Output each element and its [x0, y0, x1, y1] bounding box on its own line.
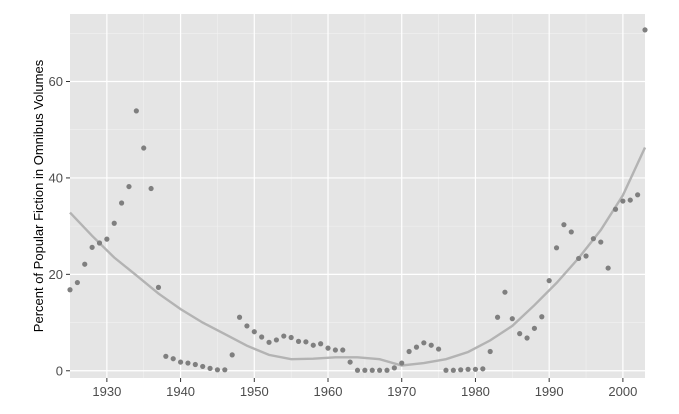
data-point [119, 200, 125, 206]
data-point [627, 197, 633, 203]
data-point [310, 342, 316, 348]
data-point [332, 347, 338, 353]
data-point [443, 367, 449, 373]
data-point [413, 344, 420, 350]
x-tick-label: 1930 [92, 384, 121, 399]
plot-panel [70, 14, 645, 378]
data-point [126, 183, 132, 190]
data-point [229, 352, 235, 358]
y-tick-label: 0 [56, 363, 63, 378]
data-point [207, 365, 213, 371]
data-point [177, 359, 184, 365]
data-point [553, 245, 560, 251]
data-point [222, 367, 228, 373]
y-tick-label: 20 [49, 267, 63, 282]
data-point [288, 334, 294, 341]
data-point [435, 346, 442, 352]
data-point [251, 329, 257, 335]
x-tick-label: 1990 [535, 384, 564, 399]
data-point [192, 361, 198, 368]
data-point [244, 323, 250, 329]
data-point [362, 367, 368, 373]
data-point [200, 363, 206, 370]
data-point [561, 222, 567, 228]
data-point [428, 342, 434, 348]
data-point [273, 337, 280, 343]
data-point [465, 366, 471, 372]
x-tick-label: 1980 [461, 384, 490, 399]
smoothed-trend-line [69, 146, 647, 367]
data-point [266, 339, 272, 345]
data-point [406, 348, 412, 355]
data-point [598, 239, 604, 245]
data-point [369, 367, 375, 373]
data-point [303, 339, 309, 345]
data-point [163, 353, 169, 359]
major-gridlines [70, 14, 645, 378]
data-point [576, 255, 582, 262]
x-tick-label: 1940 [166, 384, 195, 399]
data-point [377, 367, 383, 373]
data-point [509, 316, 515, 322]
data-point [568, 229, 574, 235]
data-point [214, 367, 221, 373]
data-point [517, 331, 523, 337]
data-point [391, 365, 397, 371]
data-point [104, 236, 110, 242]
data-point [531, 325, 538, 331]
data-point [96, 240, 103, 246]
data-point [170, 356, 176, 362]
data-point [494, 314, 501, 320]
x-tick-label: 1960 [314, 384, 343, 399]
data-point [583, 253, 589, 259]
data-point [155, 284, 162, 290]
data-point [546, 278, 552, 284]
data-point [450, 367, 456, 373]
data-point [590, 236, 596, 242]
data-point [354, 367, 361, 373]
data-point [347, 359, 353, 365]
data-point [141, 145, 147, 151]
y-tick-label: 60 [49, 74, 63, 89]
data-point [399, 360, 405, 366]
y-axis-title: Percent of Popular Fiction in Omnibus Vo… [31, 59, 46, 332]
x-tick-label: 1950 [240, 384, 269, 399]
data-point [89, 244, 95, 250]
x-tick-label: 1970 [387, 384, 416, 399]
data-points [67, 27, 648, 373]
data-point [635, 192, 641, 198]
data-point [487, 348, 493, 355]
data-point [74, 279, 80, 286]
data-point [421, 340, 427, 346]
data-point [325, 345, 331, 351]
data-point [133, 108, 139, 114]
data-point [111, 220, 117, 226]
data-point [340, 347, 346, 353]
data-point [524, 335, 530, 341]
data-point [458, 367, 464, 373]
x-tick-label: 2000 [608, 384, 637, 399]
data-point [480, 366, 486, 372]
data-point [539, 314, 545, 320]
data-point [281, 333, 287, 339]
data-point [318, 341, 324, 347]
data-point [384, 367, 390, 373]
data-point [236, 314, 243, 320]
data-point [612, 206, 619, 212]
data-point [67, 287, 73, 293]
y-tick-label: 40 [49, 170, 63, 185]
y-axis-ticks: 0 20 40 60 [49, 74, 70, 378]
data-point [472, 366, 479, 372]
data-point [620, 198, 626, 204]
data-point [295, 338, 302, 344]
data-point [259, 334, 265, 340]
data-point [502, 289, 508, 295]
data-point [642, 27, 648, 33]
x-axis-ticks: 1930 1940 1950 1960 1970 1980 1990 2000 [92, 378, 637, 399]
data-point [605, 265, 611, 271]
data-point [82, 261, 88, 267]
data-point [185, 360, 191, 366]
data-point [148, 185, 154, 192]
